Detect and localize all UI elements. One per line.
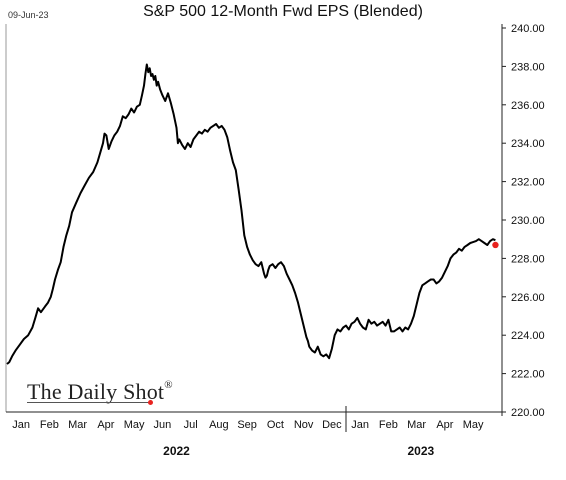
x-month-label: Oct	[267, 419, 284, 431]
y-tick-label: 228.00	[511, 253, 545, 265]
y-tick-label: 232.00	[511, 177, 545, 189]
x-month-label: Jun	[154, 419, 172, 431]
x-month-label: Nov	[294, 419, 314, 431]
x-month-label: May	[124, 419, 145, 431]
x-month-label: Mar	[68, 419, 87, 431]
x-month-label: May	[463, 419, 484, 431]
x-month-label: Feb	[40, 419, 59, 431]
y-tick-label: 238.00	[511, 61, 545, 73]
y-tick-label: 240.00	[511, 23, 545, 35]
x-month-label: Apr	[97, 419, 114, 431]
x-month-label: Jan	[351, 419, 369, 431]
date-stamp: 09-Jun-23	[8, 10, 49, 20]
y-tick-label: 224.00	[511, 330, 545, 342]
series-line	[6, 63, 496, 365]
x-month-label: Jan	[12, 419, 30, 431]
y-tick-label: 222.00	[511, 369, 545, 381]
x-year-label: 2023	[408, 444, 435, 458]
x-month-label: Apr	[436, 419, 453, 431]
y-tick-label: 230.00	[511, 215, 545, 227]
y-tick-label: 226.00	[511, 292, 545, 304]
brand-name: The Daily Shot	[27, 379, 165, 404]
x-month-label: Aug	[209, 419, 229, 431]
x-month-label: Mar	[407, 419, 426, 431]
x-month-label: Jul	[184, 419, 198, 431]
brand-underline	[27, 402, 149, 403]
chart-title: S&P 500 12-Month Fwd EPS (Blended)	[143, 3, 423, 20]
plot-border	[5, 24, 503, 416]
y-tick-label: 236.00	[511, 100, 545, 112]
x-month-label: Dec	[322, 419, 342, 431]
y-tick-label: 234.00	[511, 138, 545, 150]
brand-logo: The Daily Shot®	[27, 379, 173, 405]
x-axis: Jan Feb Mar Apr May Jun Jul Aug Sep Oct Nov Dec Jan F…	[12, 406, 484, 458]
brand-registered-mark: ®	[164, 379, 173, 391]
x-month-label: Sep	[237, 419, 257, 431]
x-year-label: 2022	[163, 444, 190, 458]
brand-red-dot	[148, 400, 153, 405]
series-layer	[6, 63, 499, 365]
y-axis: 220.00 222.00 224.00 226.00 228.00 230.00 232.…	[502, 23, 545, 419]
last-point-marker	[492, 241, 499, 249]
y-tick-label: 220.00	[511, 407, 545, 419]
x-month-label: Feb	[379, 419, 398, 431]
